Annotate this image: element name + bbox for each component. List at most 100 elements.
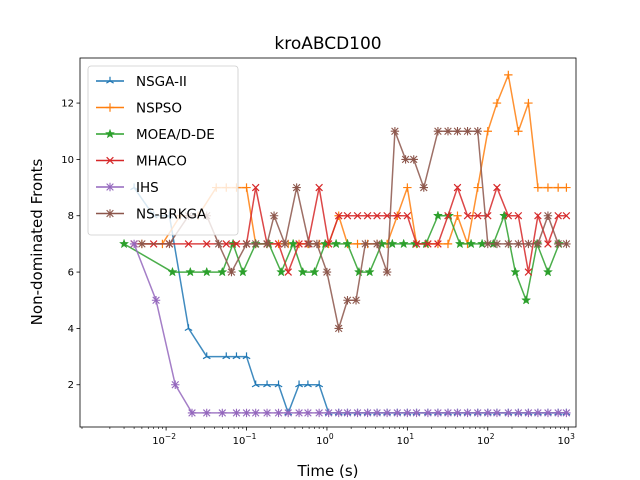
data-point	[504, 70, 513, 80]
data-point	[222, 352, 231, 360]
series-line	[133, 243, 567, 414]
data-point	[403, 211, 412, 220]
data-point	[542, 266, 554, 277]
data-point	[322, 267, 332, 277]
data-point	[334, 324, 343, 333]
legend-entry: NSPSO	[96, 101, 182, 117]
data-point	[483, 127, 492, 136]
data-point	[524, 408, 533, 418]
series-ihs	[129, 239, 571, 418]
data-point	[533, 239, 543, 249]
legend-entry: MHACO	[96, 154, 187, 170]
data-point	[423, 408, 433, 418]
data-point	[343, 296, 352, 305]
data-point	[553, 408, 563, 418]
legend-marker	[106, 76, 114, 84]
data-point	[543, 183, 553, 192]
data-point	[393, 211, 402, 220]
data-point	[453, 211, 462, 220]
data-point	[483, 408, 492, 418]
data-point	[363, 211, 372, 220]
data-point	[187, 408, 197, 418]
data-point	[463, 127, 472, 136]
data-point	[465, 238, 477, 249]
y-tick-label: 2	[68, 380, 74, 391]
y-tick-label: 8	[68, 211, 74, 222]
data-point	[288, 238, 299, 249]
data-point	[237, 266, 248, 277]
data-point	[294, 408, 304, 418]
data-point	[492, 408, 502, 418]
data-point	[432, 210, 444, 221]
data-point	[280, 239, 290, 249]
data-point	[284, 408, 293, 418]
data-point	[524, 239, 533, 249]
data-point	[403, 183, 412, 192]
data-point	[201, 266, 212, 277]
data-point	[463, 408, 472, 418]
plot-border	[79, 57, 577, 428]
data-point	[309, 266, 320, 277]
data-point	[419, 183, 428, 192]
data-point	[276, 266, 287, 277]
data-point	[364, 266, 375, 277]
data-point	[533, 183, 543, 192]
data-point	[217, 266, 228, 277]
data-point	[562, 183, 571, 192]
data-point	[492, 98, 502, 108]
data-point	[118, 238, 130, 249]
data-point	[477, 238, 488, 249]
legend-marker	[104, 128, 116, 139]
data-point	[334, 211, 343, 220]
legend: NSGA-II NSPSO MOEA/D-DE MHACO IHS NS-BRKGA	[87, 65, 239, 236]
data-point	[514, 408, 523, 418]
data-point	[251, 183, 260, 192]
data-point	[351, 296, 361, 305]
data-point	[409, 155, 418, 164]
y-tick-label: 12	[61, 99, 74, 110]
data-point	[533, 408, 543, 418]
x-tick-label: 10−1	[233, 432, 257, 447]
data-point	[167, 266, 178, 277]
data-point	[361, 239, 370, 249]
data-point	[483, 239, 492, 249]
data-point	[324, 240, 333, 248]
data-point	[129, 239, 139, 249]
chart-title: kroABCD100	[274, 34, 381, 54]
axes-frame	[79, 57, 577, 428]
data-point	[353, 408, 362, 418]
data-point	[315, 183, 323, 192]
y-axis-label: Non-dominated Fronts	[28, 158, 46, 325]
data-point	[562, 211, 571, 220]
data-point	[473, 183, 482, 192]
data-point	[151, 296, 161, 305]
data-point	[232, 352, 241, 360]
data-point	[292, 183, 301, 192]
x-tick-label: 10−2	[152, 432, 176, 447]
legend-label: NSPSO	[136, 101, 182, 117]
data-point	[297, 266, 308, 277]
data-point	[514, 211, 523, 220]
data-point	[242, 239, 251, 249]
data-point	[382, 408, 392, 418]
legend-marker	[105, 182, 115, 192]
data-point	[303, 408, 313, 418]
data-point	[242, 183, 251, 192]
legend-marker	[106, 156, 114, 165]
data-point	[184, 324, 193, 332]
data-point	[521, 294, 532, 305]
legend-label: NS-BRKGA	[136, 207, 207, 223]
data-point	[424, 240, 432, 248]
data-point	[232, 408, 241, 418]
data-point	[227, 267, 236, 277]
legend-entry: NSGA-II	[96, 74, 187, 90]
data-point	[222, 240, 231, 248]
data-point	[412, 408, 421, 418]
data-point	[303, 380, 312, 388]
x-tick-label: 103	[557, 432, 575, 447]
data-point	[315, 380, 324, 388]
data-point	[412, 240, 421, 248]
data-point	[534, 211, 542, 220]
data-point	[553, 183, 563, 192]
data-point	[251, 380, 260, 388]
